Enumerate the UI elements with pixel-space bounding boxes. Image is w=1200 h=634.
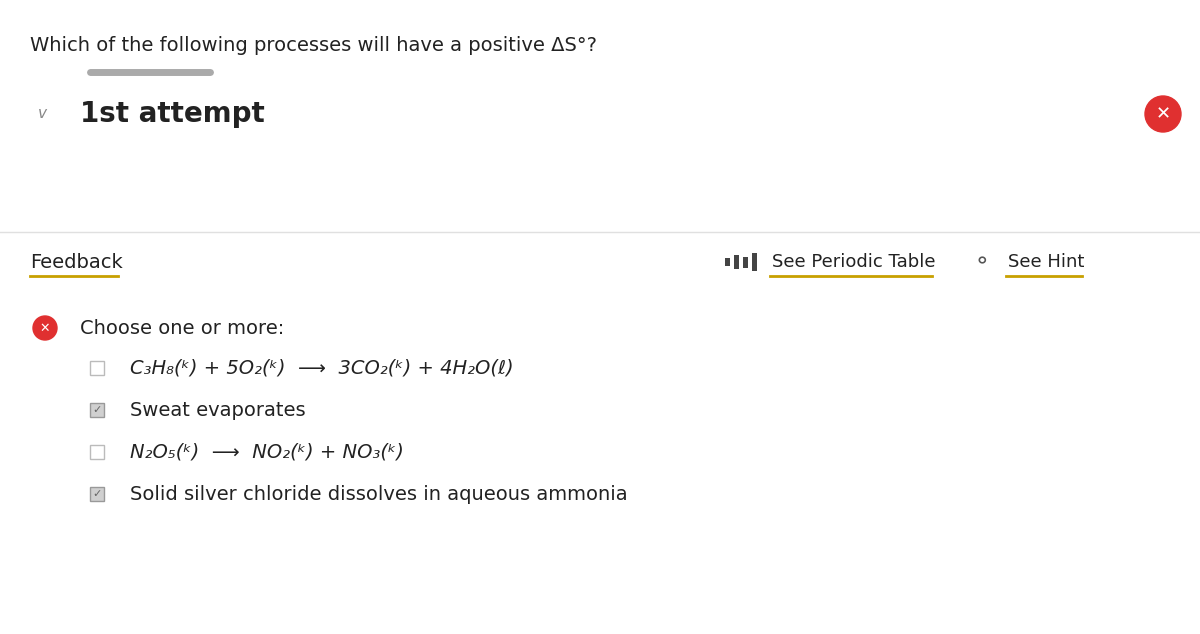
Text: N₂O₅(ᵏ)  ⟶  NO₂(ᵏ) + NO₃(ᵏ): N₂O₅(ᵏ) ⟶ NO₂(ᵏ) + NO₃(ᵏ) bbox=[130, 443, 404, 462]
Text: v: v bbox=[37, 107, 47, 122]
Text: Which of the following processes will have a positive ΔS°?: Which of the following processes will ha… bbox=[30, 36, 598, 55]
Text: ✕: ✕ bbox=[1156, 105, 1170, 123]
Text: C₃H₈(ᵏ) + 5O₂(ᵏ)  ⟶  3CO₂(ᵏ) + 4H₂O(ℓ): C₃H₈(ᵏ) + 5O₂(ᵏ) ⟶ 3CO₂(ᵏ) + 4H₂O(ℓ) bbox=[130, 358, 514, 377]
Text: ✕: ✕ bbox=[40, 321, 50, 335]
Text: ✓: ✓ bbox=[92, 489, 102, 499]
FancyBboxPatch shape bbox=[90, 487, 104, 501]
Text: Feedback: Feedback bbox=[30, 252, 122, 271]
Text: Sweat evaporates: Sweat evaporates bbox=[130, 401, 306, 420]
Circle shape bbox=[34, 316, 58, 340]
Text: Solid silver chloride dissolves in aqueous ammonia: Solid silver chloride dissolves in aqueo… bbox=[130, 484, 628, 503]
Circle shape bbox=[1145, 96, 1181, 132]
Text: Choose one or more:: Choose one or more: bbox=[80, 318, 284, 337]
Text: ⚬: ⚬ bbox=[973, 252, 991, 272]
Bar bbox=[734, 255, 739, 269]
FancyBboxPatch shape bbox=[90, 403, 104, 417]
Bar bbox=[752, 253, 757, 271]
Text: See Hint: See Hint bbox=[1008, 253, 1085, 271]
Bar bbox=[725, 258, 730, 266]
Text: ✓: ✓ bbox=[92, 405, 102, 415]
FancyBboxPatch shape bbox=[90, 361, 104, 375]
FancyBboxPatch shape bbox=[90, 445, 104, 459]
Bar bbox=[743, 257, 748, 268]
Text: See Periodic Table: See Periodic Table bbox=[772, 253, 936, 271]
Text: 1st attempt: 1st attempt bbox=[80, 100, 265, 128]
